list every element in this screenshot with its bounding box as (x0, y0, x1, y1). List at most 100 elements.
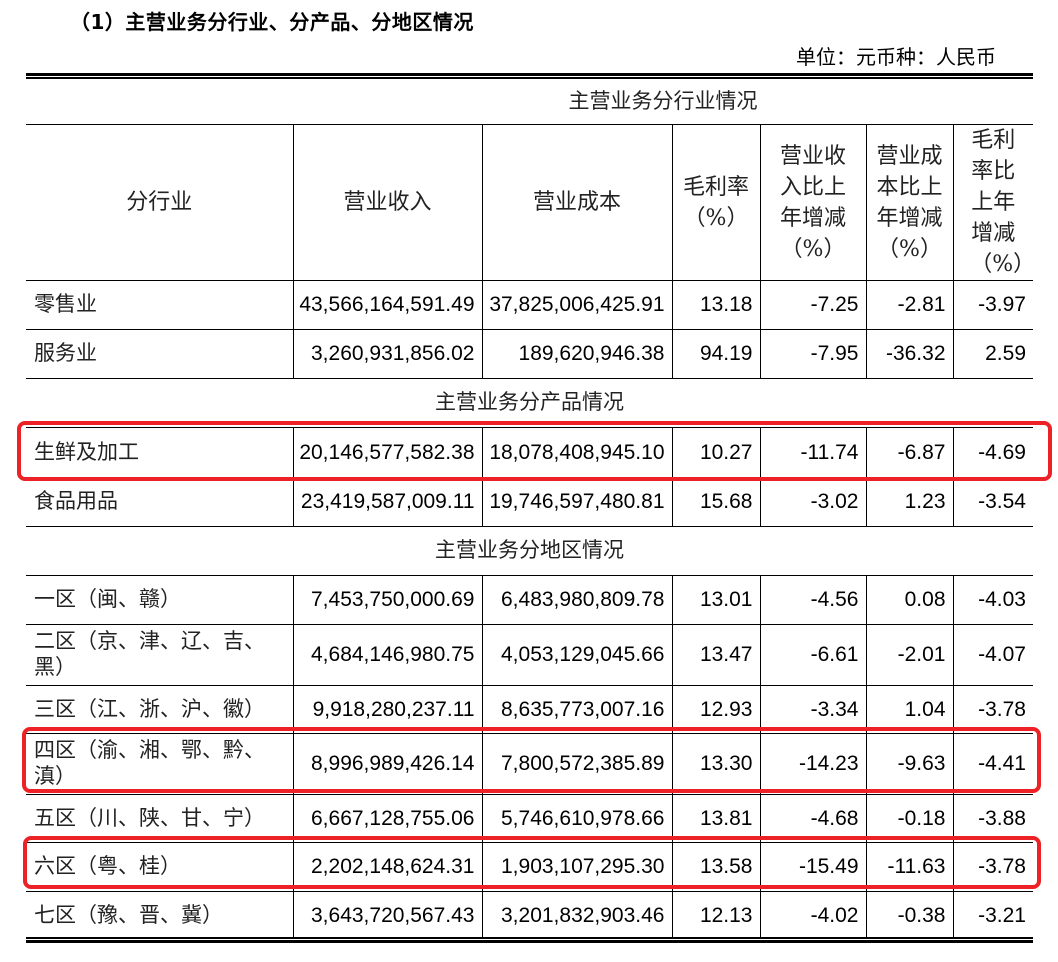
section-title-industry: 主营业务分行业情况 (293, 79, 1033, 125)
cell-margin-yoy: -4.41 (952, 733, 1033, 795)
cell-gross-margin: 94.19 (671, 329, 760, 379)
table-row: 四区（渝、湘、鄂、黔、滇） 8,996,989,426.14 7,800,572… (26, 733, 1033, 795)
cell-segment: 七区（豫、晋、冀） (34, 903, 223, 927)
cell-revenue: 3,260,931,856.02 (292, 329, 482, 379)
cell-margin-yoy: -4.69 (952, 427, 1033, 478)
cell-segment: 二区（京、津、辽、吉、黑） (26, 624, 293, 686)
cell-revenue: 7,453,750,000.69 (292, 575, 482, 625)
cell-cost: 37,825,006,425.91 (481, 280, 672, 330)
cell-margin-yoy: -3.54 (952, 477, 1033, 527)
section-title: （1）主营业务分行业、分产品、分地区情况 (70, 10, 474, 34)
cell-segment: 食品用品 (26, 477, 293, 527)
table-row: 食品用品 23,419,587,009.11 19,746,597,480.81… (26, 477, 1033, 527)
cell-revenue-yoy: -4.02 (759, 891, 866, 939)
cell-segment: 六区（粤、桂） (26, 842, 293, 892)
header-revenue: 营业收入 (292, 124, 482, 281)
cell-gross-margin: 13.58 (671, 842, 760, 892)
main-business-table: 主营业务分行业情况 分行业 营业收入 营业成本 毛利率（%） 营业收入比上年增减… (26, 79, 1035, 939)
cell-revenue-yoy: -11.74 (759, 427, 866, 478)
cell-gross-margin: 13.18 (671, 280, 760, 330)
cell-revenue: 20,146,577,582.38 (292, 427, 482, 478)
table-row: 五区（川、陕、甘、宁） 6,667,128,755.06 5,746,610,9… (26, 794, 1033, 843)
cell-revenue: 3,643,720,567.43 (292, 891, 482, 939)
cell-revenue-yoy: -3.02 (759, 477, 866, 527)
cell-revenue-yoy: -4.68 (759, 794, 866, 843)
header-segment: 分行业 (26, 124, 293, 281)
cell-margin-yoy: 2.59 (952, 329, 1033, 379)
header-cost: 营业成本 (481, 124, 672, 281)
cell-cost-yoy: -2.81 (865, 280, 953, 330)
cell-cost: 1,903,107,295.30 (481, 842, 672, 892)
cell-cost-yoy: -6.87 (865, 427, 953, 478)
table-row: 服务业 3,260,931,856.02 189,620,946.38 94.1… (26, 329, 1033, 379)
cell-margin-yoy: -3.78 (952, 685, 1033, 734)
cell-cost-yoy: -0.38 (865, 891, 953, 939)
cell-revenue-yoy: -7.95 (759, 329, 866, 379)
cell-gross-margin: 13.30 (671, 733, 760, 795)
cell-margin-yoy: -3.21 (952, 891, 1033, 939)
cell-revenue-yoy: -14.23 (759, 733, 866, 795)
cell-margin-yoy: -4.03 (952, 575, 1033, 625)
cell-segment: 三区（江、浙、沪、徽） (26, 685, 293, 734)
cell-cost: 19,746,597,480.81 (481, 477, 672, 527)
cell-margin-yoy: -3.97 (952, 280, 1033, 330)
cell-revenue: 4,684,146,980.75 (292, 624, 482, 686)
cell-gross-margin: 12.93 (671, 685, 760, 734)
cell-margin-yoy: -4.07 (952, 624, 1033, 686)
cell-revenue-yoy: -4.56 (759, 575, 866, 625)
cell-segment: 生鲜及加工 (26, 427, 293, 478)
header-margin-yoy: 毛利率比上年增减（%） (952, 124, 1035, 281)
cell-segment: 一区（闽、赣） (26, 575, 293, 625)
cell-segment: 四区（渝、湘、鄂、黔、滇） (26, 733, 293, 795)
cell-revenue-yoy: -7.25 (759, 280, 866, 330)
cell-revenue-yoy: -3.34 (759, 685, 866, 734)
cell-revenue: 43,566,164,591.49 (292, 280, 482, 330)
table-row: 二区（京、津、辽、吉、黑） 4,684,146,980.75 4,053,129… (26, 624, 1033, 686)
cell-cost-yoy: 0.08 (865, 575, 953, 625)
cell-cost: 5,746,610,978.66 (481, 794, 672, 843)
table-row: 六区（粤、桂） 2,202,148,624.31 1,903,107,295.3… (26, 842, 1033, 892)
cell-cost-yoy: 1.04 (865, 685, 953, 734)
cell-cost: 7,800,572,385.89 (481, 733, 672, 795)
cell-margin-yoy: -3.78 (952, 842, 1033, 892)
table-row: 生鲜及加工 20,146,577,582.38 18,078,408,945.1… (26, 427, 1033, 478)
section-title-region: 主营业务分地区情况 (26, 526, 1033, 576)
cell-cost: 8,635,773,007.16 (481, 685, 672, 734)
column-header-row: 分行业 营业收入 营业成本 毛利率（%） 营业收入比上年增减（%） 营业成本比上… (26, 124, 1035, 281)
cell-revenue: 6,667,128,755.06 (292, 794, 482, 843)
cell-gross-margin: 13.81 (671, 794, 760, 843)
cell-revenue: 2,202,148,624.31 (292, 842, 482, 892)
cell-gross-margin: 15.68 (671, 477, 760, 527)
table-row: 零售业 43,566,164,591.49 37,825,006,425.91 … (26, 280, 1033, 330)
cell-gross-margin: 10.27 (671, 427, 760, 478)
cell-gross-margin: 13.01 (671, 575, 760, 625)
table-top-double-rule (26, 73, 1033, 79)
cell-cost-yoy: 1.23 (865, 477, 953, 527)
cell-cost: 18,078,408,945.10 (481, 427, 672, 478)
cell-cost: 6,483,980,809.78 (481, 575, 672, 625)
header-gross-margin: 毛利率（%） (671, 124, 760, 281)
cell-cost-yoy: -36.32 (865, 329, 953, 379)
cell-revenue-yoy: -15.49 (759, 842, 866, 892)
table-row: 七区（豫、晋、冀） 3,643,720,567.43 3,201,832,903… (26, 891, 1033, 939)
cell-margin-yoy: -3.88 (952, 794, 1033, 843)
cell-cost-yoy: -11.63 (865, 842, 953, 892)
cell-cost: 4,053,129,045.66 (481, 624, 672, 686)
cell-cost-yoy: -2.01 (865, 624, 953, 686)
table-bottom-double-rule (26, 937, 1033, 943)
unit-label: 单位：元币种：人民币 (796, 45, 996, 69)
cell-cost-yoy: -9.63 (865, 733, 953, 795)
cell-revenue-yoy: -6.61 (759, 624, 866, 686)
cell-gross-margin: 13.47 (671, 624, 760, 686)
header-revenue-yoy: 营业收入比上年增减（%） (759, 124, 866, 281)
table-row: 三区（江、浙、沪、徽） 9,918,280,237.11 8,635,773,0… (26, 685, 1033, 734)
cell-segment: 零售业 (26, 280, 293, 330)
section-header-product: 主营业务分产品情况 (26, 378, 1033, 428)
table-row: 一区（闽、赣） 7,453,750,000.69 6,483,980,809.7… (26, 575, 1033, 625)
section-header-industry: 主营业务分行业情况 (26, 79, 1033, 125)
section-title-product: 主营业务分产品情况 (26, 378, 1033, 428)
cell-segment: 五区（川、陕、甘、宁） (26, 794, 293, 843)
section-header-region: 主营业务分地区情况 (26, 526, 1033, 576)
cell-gross-margin: 12.13 (671, 891, 760, 939)
cell-revenue: 23,419,587,009.11 (292, 477, 482, 527)
